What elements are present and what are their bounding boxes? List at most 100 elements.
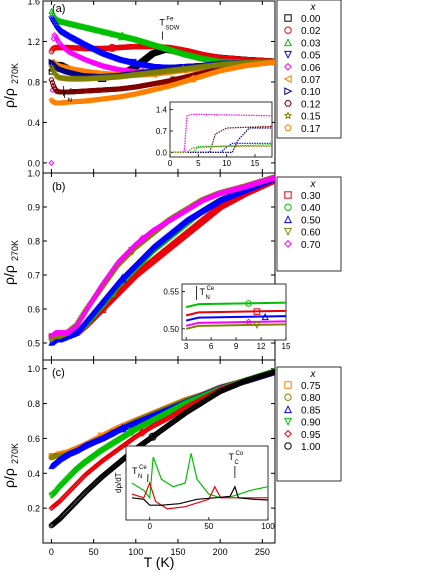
legend-marker [284, 191, 292, 199]
inset-curve [170, 113, 273, 153]
legend-marker [284, 442, 292, 450]
series-marker-0.02 [108, 43, 117, 53]
legend-label: 0.95 [301, 430, 321, 441]
annotation-tn-sub: N [68, 98, 72, 104]
chart-marks: 0.00.40.81.21.6x0.000.020.030.050.060.07… [27, 0, 320, 557]
legend-marker [283, 405, 293, 414]
x-axis-title: T (K) [144, 554, 175, 570]
legend-marker [284, 203, 292, 211]
legend-marker [283, 227, 293, 236]
x-tick-label: 200 [213, 547, 228, 557]
data-point [76, 464, 83, 471]
y-axis-title-b: ρ/ρ 270K [1, 240, 20, 285]
y-tick-label-c: 0.2 [27, 504, 40, 514]
panel-a-plot: 0.00.40.81.21.6x0.000.020.030.050.060.07… [27, 0, 321, 173]
data-point [274, 369, 275, 373]
legend-marker [283, 50, 293, 59]
y-tick-label-b: 0.5 [27, 339, 40, 349]
legend-marker [283, 417, 293, 426]
y-axis-title-c-main: ρ/ρ [1, 468, 17, 488]
data-point [50, 491, 57, 498]
inset-x-tick: 0 [168, 159, 173, 168]
legend-c: x0.750.800.850.900.951.00 [283, 369, 321, 453]
inset-x-tick: 6 [209, 342, 214, 351]
data-point [272, 368, 275, 375]
inset-x-tick: 9 [234, 342, 239, 351]
annotation-tsdw-sub: SDW [165, 25, 179, 31]
inset-curve [170, 145, 272, 153]
annotation-tn: T [62, 90, 68, 100]
data-point [75, 465, 82, 472]
legend-title: x [310, 369, 317, 380]
legend-b: x0.300.400.500.600.70 [283, 179, 321, 251]
legend-label: 1.00 [301, 442, 321, 453]
legend-label: 0.03 [301, 38, 321, 49]
panel-c-plot: 0.20.40.60.81.00 50 100 150 200 250x0.750.800… [27, 360, 321, 557]
legend-marker [284, 87, 293, 96]
inset-frame [169, 101, 273, 158]
panel-b-plot: 0.50.60.70.80.91.0x0.300.400.500.600.70 [27, 169, 321, 360]
panel-a-series [48, 7, 275, 166]
series-marker-0.17 [189, 74, 198, 83]
data-point [48, 77, 55, 83]
data-point [49, 80, 56, 86]
data-point [48, 159, 55, 166]
panel-a-inset: 0 5 10 150.00.71.4 [156, 101, 273, 168]
panel-c-label: (c) [52, 367, 65, 379]
data-point [52, 33, 59, 40]
y-tick-label-a: 0.4 [27, 118, 40, 128]
data-point [79, 461, 86, 469]
series-marker-0.05 [128, 58, 137, 68]
panel-b-series [48, 174, 275, 346]
legend-label: 0.06 [301, 63, 321, 74]
y-tick-label-a: 0.8 [27, 77, 40, 87]
series-b-0.70 [48, 174, 275, 340]
data-point [49, 87, 56, 94]
legend-marker [284, 393, 292, 401]
y-axis-title-c: ρ/ρ 270K [1, 443, 20, 488]
legend-label: 0.30 [301, 191, 321, 202]
data-point [77, 463, 84, 470]
x-tick-label: 100 [128, 547, 143, 557]
series-marker-0.85 [117, 423, 127, 433]
legend-label: 0.70 [301, 240, 321, 251]
y-tick-label-c: 1.0 [27, 364, 40, 374]
y-axis-title-a-sub: 270K [10, 63, 20, 84]
series-a-0.15 [48, 58, 275, 82]
data-point [78, 462, 85, 470]
legend-label: 0.85 [301, 405, 321, 416]
y-tick-label-c: 0.6 [27, 434, 40, 444]
inset-y-tick: 1.4 [156, 106, 168, 115]
series-marker-0.90 [128, 427, 137, 437]
legend-marker [284, 100, 292, 107]
annotation-tsdw: T [159, 17, 165, 27]
y-axis-title-c-sub: 270K [10, 443, 20, 464]
legend-label: 0.80 [301, 393, 321, 404]
legend-label: 0.17 [301, 124, 321, 135]
data-point [272, 59, 275, 65]
data-point [53, 35, 60, 42]
legend-label: 0.02 [301, 26, 321, 37]
legend-marker [284, 14, 292, 22]
legend-marker [283, 74, 292, 84]
panel-b-inset: 3 6 9 12 150.500.55 T CeN [163, 283, 291, 351]
panel-c-series [48, 368, 275, 529]
legend-marker [284, 123, 292, 131]
y-tick-label-a: 1.2 [27, 37, 40, 47]
legend-label: 0.60 [301, 228, 321, 239]
legend-label: 0.05 [301, 51, 321, 62]
data-point [74, 466, 81, 473]
inset-x-tick: 15 [251, 159, 260, 168]
series-marker-0.50 [117, 273, 127, 283]
annotation-tn-sup: Ce [69, 89, 77, 95]
series-a-0.17 [48, 59, 275, 106]
annotation-tsdw-sup: Fe [166, 16, 174, 22]
y-tick-label-b: 0.8 [27, 237, 40, 247]
series-marker-0.70 [138, 234, 147, 244]
series-marker-1.00 [148, 432, 157, 441]
legend-label: 0.40 [301, 203, 321, 214]
y-axis-title-a: ρ/ρ 270K [1, 63, 20, 108]
y-tick-label-c: 0.8 [27, 399, 40, 409]
legend-marker [284, 239, 292, 248]
